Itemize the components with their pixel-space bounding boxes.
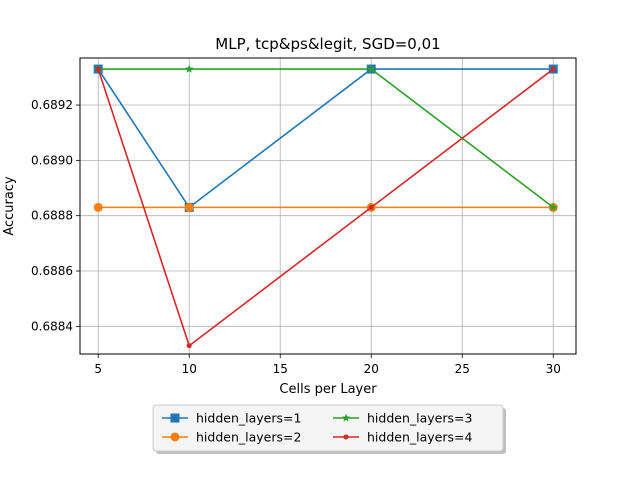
data-point <box>93 202 103 212</box>
series-layer <box>93 64 558 349</box>
series-2 <box>93 202 558 212</box>
legend-item: hidden_layers=3 <box>333 411 472 426</box>
plot-frame <box>79 57 577 355</box>
series-4 <box>95 66 556 349</box>
x-axis-ticks: 5 10 15 20 25 30 <box>94 354 561 376</box>
y-tick-label: 0.6884 <box>31 319 73 333</box>
series-line <box>98 68 554 209</box>
legend-item: hidden_layers=4 <box>333 430 472 445</box>
y-tick-label: 0.6886 <box>31 264 73 278</box>
x-tick-label: 15 <box>273 362 288 376</box>
legend-marker <box>170 432 180 442</box>
legend-box <box>152 404 504 452</box>
series-line <box>97 68 554 209</box>
y-tick-label: 0.6890 <box>31 153 73 167</box>
y-tick-label: 0.6892 <box>31 98 73 112</box>
x-tick-label: 5 <box>94 362 102 376</box>
x-tick-label: 20 <box>364 362 379 376</box>
x-tick-label: 25 <box>455 362 470 376</box>
legend-label: hidden_layers=1 <box>196 411 301 426</box>
legend: hidden_layers=1 hidden_layers=2 hidden_lay… <box>152 404 506 454</box>
y-axis-label: Accuracy <box>2 176 17 236</box>
data-point <box>550 66 556 72</box>
series-line <box>97 68 554 348</box>
data-point <box>366 64 376 73</box>
legend-label: hidden_layers=3 <box>367 411 472 426</box>
data-point <box>368 204 374 210</box>
data-point <box>184 202 194 212</box>
series-3 <box>93 64 558 212</box>
legend-label: hidden_layers=4 <box>367 430 472 445</box>
legend-marker <box>343 434 349 440</box>
chart-title: MLP, tcp&ps&legit, SGD=0,01 <box>215 35 440 53</box>
data-point <box>186 343 192 349</box>
legend-marker <box>170 413 180 423</box>
data-point <box>548 202 558 212</box>
legend-item: hidden_layers=2 <box>162 430 301 445</box>
x-axis-label: Cells per Layer <box>279 382 377 397</box>
y-tick-label: 0.6888 <box>31 209 73 223</box>
legend-marker <box>341 413 351 422</box>
series-1 <box>93 64 558 212</box>
data-point <box>184 64 194 73</box>
x-tick-label: 10 <box>182 362 197 376</box>
y-axis-ticks: 0.6884 0.6886 0.6888 0.6890 0.6892 <box>31 98 80 333</box>
data-point <box>95 66 101 72</box>
legend-label: hidden_layers=2 <box>196 430 301 445</box>
x-tick-label: 30 <box>546 362 561 376</box>
legend-item: hidden_layers=1 <box>162 411 301 426</box>
